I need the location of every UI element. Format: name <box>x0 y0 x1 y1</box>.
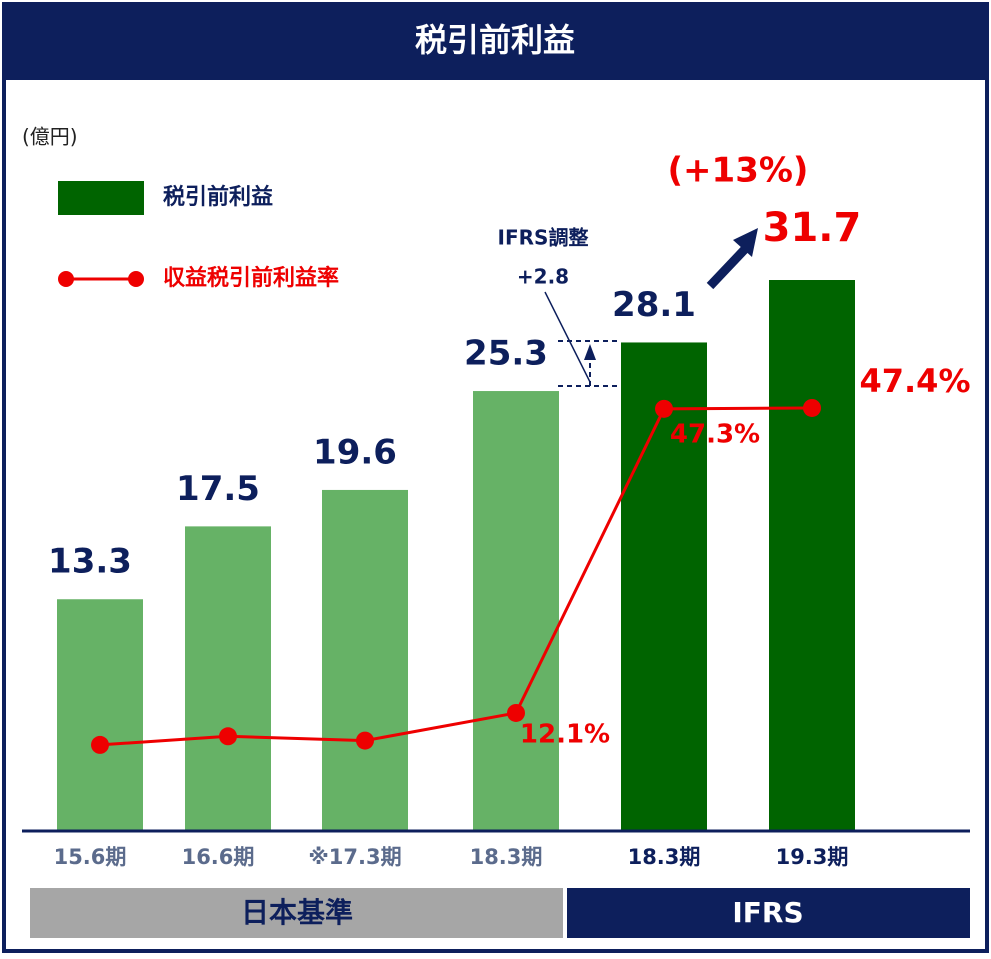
bar-value-label: 31.7 <box>763 205 862 251</box>
rate-point <box>356 731 374 750</box>
rate-point <box>507 703 525 722</box>
group-band <box>567 888 970 938</box>
rate-value-label: 12.1% <box>520 720 610 750</box>
group-label: IFRS <box>732 896 803 929</box>
legend-swatch <box>58 181 144 215</box>
bar-value-label: 19.6 <box>313 432 397 472</box>
group-label: 日本基準 <box>241 896 353 929</box>
bar <box>621 342 707 830</box>
legend-label: 収益税引前利益率 <box>163 265 339 291</box>
bar-value-label: 25.3 <box>464 334 548 374</box>
legend-label: 税引前利益 <box>163 184 273 210</box>
rate-point <box>219 727 237 746</box>
x-tick-label: 18.3期 <box>470 845 543 869</box>
x-tick-label: 18.3期 <box>628 845 701 869</box>
growth-arrow <box>733 228 758 257</box>
annotation: +2.8 <box>517 265 569 289</box>
group-band <box>30 888 563 938</box>
annotation: (+13%) <box>668 151 809 191</box>
rate-point <box>803 398 821 417</box>
x-tick-label: 16.6期 <box>182 845 255 869</box>
adjustment-arrow <box>584 344 596 360</box>
x-tick-label: 19.3期 <box>776 845 849 869</box>
bar <box>322 489 408 830</box>
growth-arrow <box>706 244 750 290</box>
bar <box>473 391 559 830</box>
callout-line <box>544 291 591 383</box>
legend-swatch <box>128 271 144 287</box>
bar-value-label: 17.5 <box>176 469 260 509</box>
rate-line <box>99 406 813 747</box>
adjustment-box <box>558 340 620 387</box>
legend-swatch <box>58 271 74 287</box>
x-tick-label: 15.6期 <box>54 845 127 869</box>
bar <box>57 599 143 830</box>
bar <box>769 280 855 830</box>
bar-value-label: 28.1 <box>612 285 696 325</box>
rate-point <box>655 399 673 418</box>
title-bar <box>4 4 987 80</box>
x-tick-label: ※17.3期 <box>308 845 401 869</box>
rate-value-label: 47.3% <box>670 420 760 450</box>
chart-title: 税引前利益 <box>415 21 575 59</box>
annotation: IFRS調整 <box>498 226 589 250</box>
rate-value-label: 47.4% <box>859 362 970 400</box>
bar <box>185 526 271 830</box>
bar-value-label: 13.3 <box>48 542 132 582</box>
rate-point <box>91 735 109 754</box>
unit-label: (億円) <box>22 125 78 149</box>
